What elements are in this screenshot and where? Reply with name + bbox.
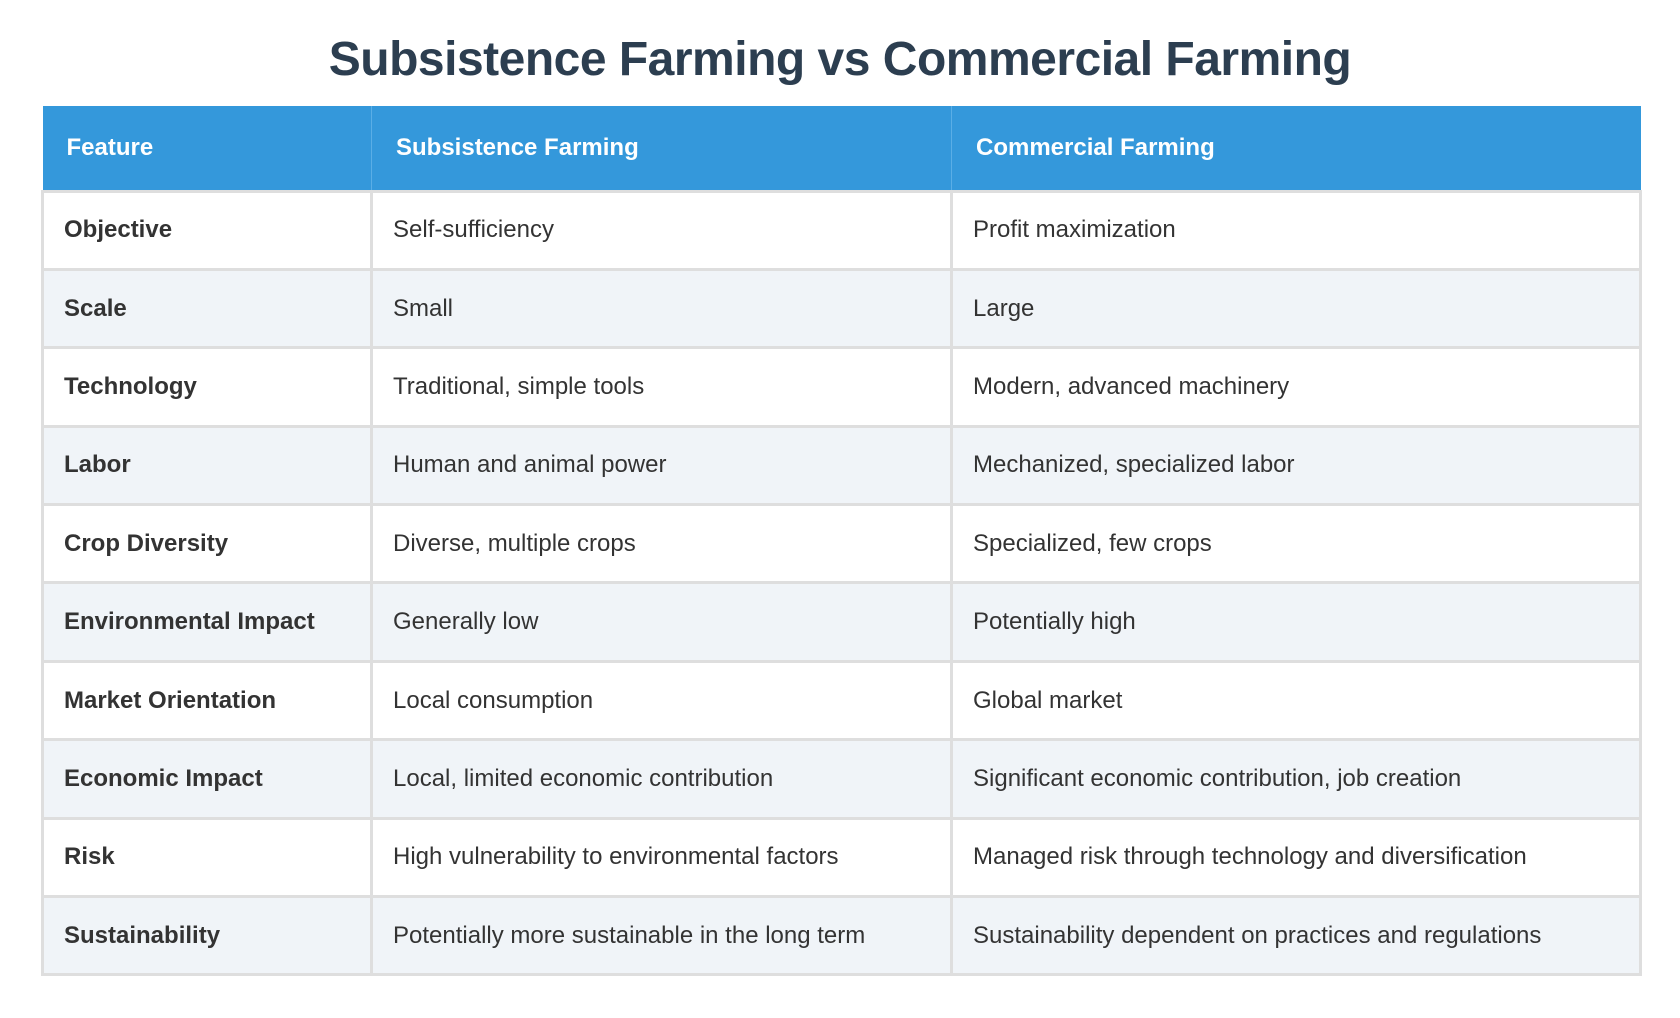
feature-cell: Economic Impact bbox=[41, 738, 373, 820]
feature-cell: Crop Diversity bbox=[41, 503, 373, 585]
table-header-row: Feature Subsistence Farming Commercial F… bbox=[42, 106, 1641, 191]
feature-cell: Risk bbox=[41, 816, 373, 899]
table-row: Economic Impact Local, limited economic … bbox=[41, 738, 1642, 820]
feature-cell: Labor bbox=[41, 424, 373, 507]
subsistence-cell: Human and animal power bbox=[370, 424, 953, 507]
feature-cell: Objective bbox=[41, 189, 373, 271]
commercial-cell: Specialized, few crops bbox=[950, 503, 1642, 585]
subsistence-cell: Local consumption bbox=[370, 659, 953, 742]
commercial-cell: Significant economic contribution, job c… bbox=[950, 738, 1642, 820]
header-commercial-farming: Commercial Farming bbox=[951, 106, 1641, 191]
subsistence-cell: Small bbox=[370, 267, 953, 350]
commercial-cell: Global market bbox=[950, 659, 1642, 742]
subsistence-cell: Potentially more sustainable in the long… bbox=[370, 895, 953, 977]
feature-cell: Technology bbox=[41, 346, 373, 428]
feature-cell: Sustainability bbox=[41, 895, 373, 977]
table-row: Market Orientation Local consumption Glo… bbox=[41, 659, 1642, 742]
feature-cell: Market Orientation bbox=[41, 659, 373, 742]
table-row: Sustainability Potentially more sustaina… bbox=[41, 895, 1642, 977]
comparison-table-container: Feature Subsistence Farming Commercial F… bbox=[41, 106, 1642, 977]
commercial-cell: Managed risk through technology and dive… bbox=[950, 816, 1642, 899]
page-title: Subsistence Farming vs Commercial Farmin… bbox=[328, 33, 1352, 86]
table-row: Objective Self-sufficiency Profit maximi… bbox=[41, 189, 1642, 271]
feature-cell: Environmental Impact bbox=[41, 581, 373, 663]
commercial-cell: Modern, advanced machinery bbox=[950, 346, 1642, 428]
table-row: Technology Traditional, simple tools Mod… bbox=[41, 346, 1642, 428]
subsistence-cell: Traditional, simple tools bbox=[370, 346, 953, 428]
table-row: Scale Small Large bbox=[41, 267, 1642, 350]
header-feature: Feature bbox=[42, 106, 372, 191]
table-row: Risk High vulnerability to environmental… bbox=[41, 816, 1642, 899]
subsistence-cell: Generally low bbox=[370, 581, 953, 663]
commercial-cell: Large bbox=[950, 267, 1642, 350]
header-subsistence-farming: Subsistence Farming bbox=[371, 106, 952, 191]
subsistence-cell: Diverse, multiple crops bbox=[370, 503, 953, 585]
table-row: Environmental Impact Generally low Poten… bbox=[41, 581, 1642, 663]
comparison-table: Feature Subsistence Farming Commercial F… bbox=[41, 106, 1642, 977]
commercial-cell: Sustainability dependent on practices an… bbox=[950, 895, 1642, 977]
subsistence-cell: Self-sufficiency bbox=[370, 189, 953, 271]
commercial-cell: Potentially high bbox=[950, 581, 1642, 663]
table-row: Crop Diversity Diverse, multiple crops S… bbox=[41, 503, 1642, 585]
subsistence-cell: High vulnerability to environmental fact… bbox=[370, 816, 953, 899]
table-row: Labor Human and animal power Mechanized,… bbox=[41, 424, 1642, 507]
commercial-cell: Profit maximization bbox=[950, 189, 1642, 271]
feature-cell: Scale bbox=[41, 267, 373, 350]
commercial-cell: Mechanized, specialized labor bbox=[950, 424, 1642, 507]
subsistence-cell: Local, limited economic contribution bbox=[370, 738, 953, 820]
